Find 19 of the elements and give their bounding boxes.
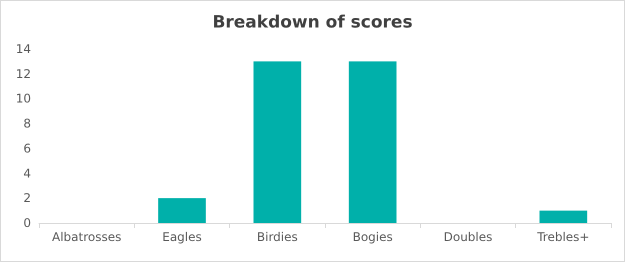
x-tick-label: Birdies xyxy=(256,230,298,244)
chart-title: Breakdown of scores xyxy=(212,12,413,32)
bar xyxy=(158,198,206,223)
x-tick-label: Bogies xyxy=(352,230,393,244)
bar xyxy=(348,61,396,223)
y-tick-label: 14 xyxy=(16,42,31,56)
bar xyxy=(254,61,302,223)
y-tick-label: 12 xyxy=(16,66,31,81)
x-tick-label: Albatrosses xyxy=(52,230,122,244)
y-tick-label: 0 xyxy=(23,216,31,230)
y-tick-label: 2 xyxy=(23,191,31,206)
x-tick-label: Doubles xyxy=(444,230,492,244)
x-tick-label: Eagles xyxy=(162,230,202,244)
bar xyxy=(540,210,588,223)
y-tick-label: 4 xyxy=(23,166,31,180)
x-tick-label: Trebles+ xyxy=(536,230,590,244)
y-tick-label: 8 xyxy=(23,116,31,131)
y-tick-label: 6 xyxy=(23,141,31,156)
y-tick-label: 10 xyxy=(16,92,31,106)
